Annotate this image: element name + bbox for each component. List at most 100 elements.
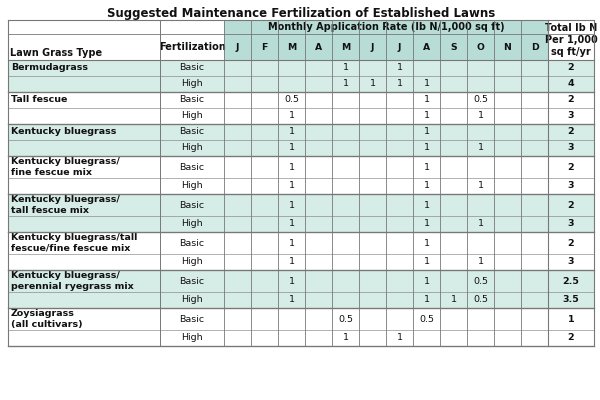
Text: 1: 1 bbox=[478, 182, 484, 190]
Bar bbox=[8, 108, 594, 124]
Text: D: D bbox=[530, 42, 538, 52]
Text: Bermudagrass: Bermudagrass bbox=[11, 64, 88, 72]
Text: 1: 1 bbox=[478, 144, 484, 152]
Text: 0.5: 0.5 bbox=[284, 96, 299, 104]
Text: 1: 1 bbox=[289, 162, 295, 172]
Text: 1: 1 bbox=[424, 258, 430, 266]
Text: 1: 1 bbox=[289, 112, 295, 120]
Text: High: High bbox=[181, 112, 203, 120]
Text: F: F bbox=[262, 42, 268, 52]
Text: 1: 1 bbox=[424, 80, 430, 88]
Text: Tall fescue: Tall fescue bbox=[11, 96, 67, 104]
Text: 1: 1 bbox=[289, 220, 295, 228]
Text: Basic: Basic bbox=[179, 64, 205, 72]
Text: S: S bbox=[450, 42, 457, 52]
Bar bbox=[548, 20, 594, 60]
Bar bbox=[8, 308, 594, 330]
Text: 2: 2 bbox=[568, 238, 574, 248]
Text: 1: 1 bbox=[424, 112, 430, 120]
Text: High: High bbox=[181, 258, 203, 266]
Bar bbox=[8, 178, 594, 194]
Bar bbox=[8, 254, 594, 270]
Bar bbox=[8, 124, 594, 140]
Text: 1: 1 bbox=[424, 144, 430, 152]
Text: 1: 1 bbox=[451, 296, 457, 304]
Text: 2.5: 2.5 bbox=[563, 276, 580, 286]
Bar bbox=[8, 76, 594, 92]
Text: High: High bbox=[181, 334, 203, 342]
Text: J: J bbox=[371, 42, 374, 52]
Text: 1: 1 bbox=[424, 200, 430, 210]
Bar bbox=[8, 140, 594, 156]
Text: 1: 1 bbox=[424, 296, 430, 304]
Text: 2: 2 bbox=[568, 64, 574, 72]
Text: Basic: Basic bbox=[179, 238, 205, 248]
Text: 1: 1 bbox=[424, 276, 430, 286]
Text: 3: 3 bbox=[568, 112, 574, 120]
Text: Basic: Basic bbox=[179, 200, 205, 210]
Text: 1: 1 bbox=[478, 258, 484, 266]
Text: 1: 1 bbox=[289, 276, 295, 286]
Text: 3.5: 3.5 bbox=[563, 296, 580, 304]
Text: Kentucky bluegrass/
perennial ryegrass mix: Kentucky bluegrass/ perennial ryegrass m… bbox=[11, 271, 134, 291]
Text: Basic: Basic bbox=[179, 128, 205, 136]
Text: N: N bbox=[503, 42, 511, 52]
Text: J: J bbox=[398, 42, 401, 52]
Text: Basic: Basic bbox=[179, 96, 205, 104]
Text: High: High bbox=[181, 182, 203, 190]
Bar bbox=[8, 92, 594, 108]
Text: Fertilization: Fertilization bbox=[158, 42, 226, 52]
Text: Kentucky bluegrass: Kentucky bluegrass bbox=[11, 128, 116, 136]
Bar bbox=[224, 20, 548, 34]
Bar bbox=[8, 194, 594, 216]
Text: High: High bbox=[181, 80, 203, 88]
Bar bbox=[8, 156, 594, 178]
Text: 4: 4 bbox=[568, 80, 574, 88]
Text: 3: 3 bbox=[568, 144, 574, 152]
Text: 1: 1 bbox=[424, 162, 430, 172]
Text: High: High bbox=[181, 220, 203, 228]
Text: 1: 1 bbox=[343, 80, 349, 88]
Text: 2: 2 bbox=[568, 96, 574, 104]
Text: 1: 1 bbox=[397, 80, 403, 88]
Text: 0.5: 0.5 bbox=[419, 314, 434, 324]
Text: 1: 1 bbox=[289, 144, 295, 152]
Text: A: A bbox=[315, 42, 322, 52]
Text: M: M bbox=[287, 42, 296, 52]
Text: 3: 3 bbox=[568, 220, 574, 228]
Bar bbox=[8, 232, 594, 254]
Text: 1: 1 bbox=[478, 220, 484, 228]
Text: Kentucky bluegrass/
tall fescue mix: Kentucky bluegrass/ tall fescue mix bbox=[11, 195, 120, 215]
Text: 1: 1 bbox=[343, 334, 349, 342]
Text: 1: 1 bbox=[289, 258, 295, 266]
Bar bbox=[8, 34, 224, 60]
Text: 1: 1 bbox=[370, 80, 376, 88]
Text: 1: 1 bbox=[289, 296, 295, 304]
Bar bbox=[8, 330, 594, 346]
Bar bbox=[8, 292, 594, 308]
Text: Monthly Application Rate (lb N/1,000 sq ft): Monthly Application Rate (lb N/1,000 sq … bbox=[268, 22, 505, 32]
Text: Kentucky bluegrass/
fine fescue mix: Kentucky bluegrass/ fine fescue mix bbox=[11, 157, 120, 177]
Text: 3: 3 bbox=[568, 182, 574, 190]
Text: Basic: Basic bbox=[179, 276, 205, 286]
Text: Basic: Basic bbox=[179, 314, 205, 324]
Text: 1: 1 bbox=[289, 238, 295, 248]
Text: 0.5: 0.5 bbox=[473, 276, 488, 286]
Text: 3: 3 bbox=[568, 258, 574, 266]
Text: 1: 1 bbox=[343, 64, 349, 72]
Text: Lawn Grass Type: Lawn Grass Type bbox=[10, 48, 102, 58]
Text: Zoysiagrass
(all cultivars): Zoysiagrass (all cultivars) bbox=[11, 309, 83, 329]
Text: J: J bbox=[236, 42, 239, 52]
Text: Basic: Basic bbox=[179, 162, 205, 172]
Text: 2: 2 bbox=[568, 200, 574, 210]
Text: Total lb N
Per 1,000
sq ft/yr: Total lb N Per 1,000 sq ft/yr bbox=[545, 23, 598, 57]
Text: High: High bbox=[181, 144, 203, 152]
Text: 1: 1 bbox=[424, 96, 430, 104]
Text: M: M bbox=[341, 42, 350, 52]
Text: 0.5: 0.5 bbox=[473, 296, 488, 304]
Text: 1: 1 bbox=[424, 128, 430, 136]
Text: A: A bbox=[423, 42, 430, 52]
Text: 2: 2 bbox=[568, 128, 574, 136]
Text: Kentucky bluegrass/tall
fescue/fine fescue mix: Kentucky bluegrass/tall fescue/fine fesc… bbox=[11, 233, 137, 253]
Text: 1: 1 bbox=[289, 200, 295, 210]
